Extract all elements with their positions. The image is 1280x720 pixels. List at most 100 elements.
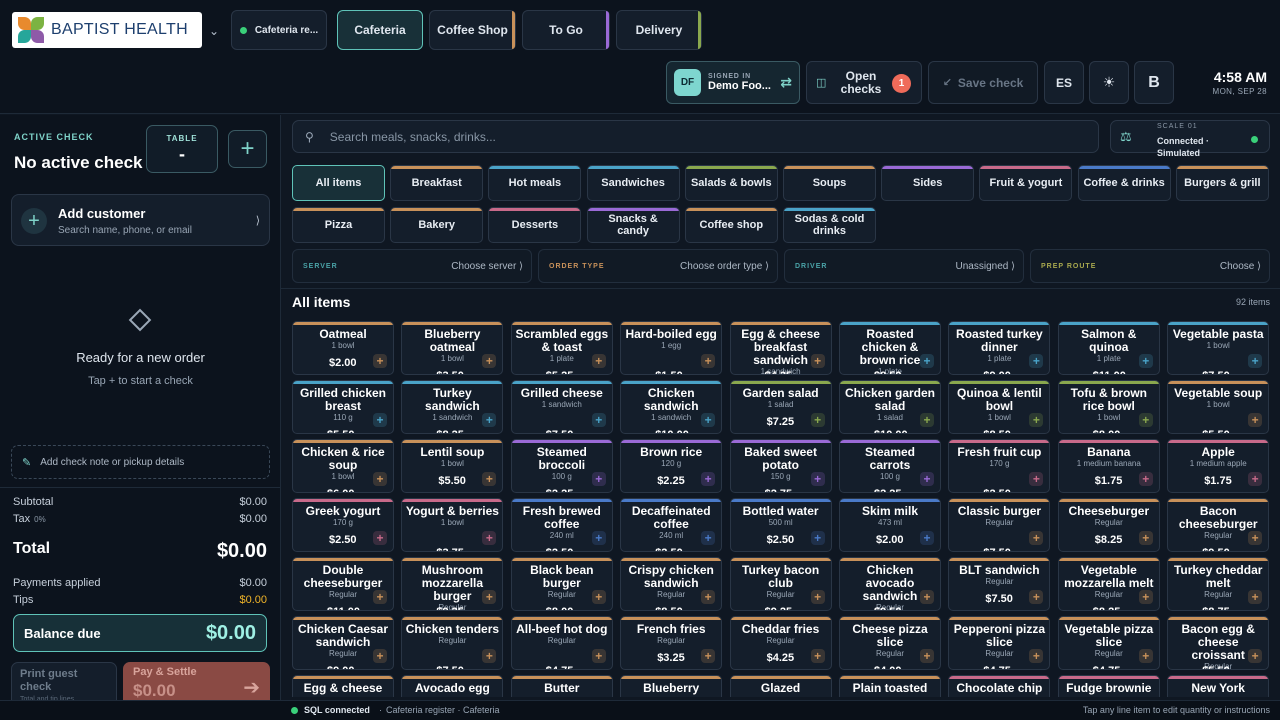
add-item-icon[interactable]: + xyxy=(1248,590,1263,604)
add-item-icon[interactable]: + xyxy=(591,649,606,663)
category-tab[interactable]: Bakery xyxy=(390,207,484,243)
add-item-icon[interactable]: + xyxy=(701,354,716,368)
signed-in-user-button[interactable]: DF SIGNED IN Demo Foo... ⇄ xyxy=(666,61,800,104)
menu-item[interactable]: Brown rice 120 g $2.25 + xyxy=(620,439,723,493)
server-filter[interactable]: SERVER Choose server ⟩ xyxy=(292,249,532,283)
add-item-icon[interactable]: + xyxy=(591,413,606,427)
add-item-icon[interactable]: + xyxy=(373,472,387,486)
prep-route-filter[interactable]: PREP ROUTE Choose ⟩ xyxy=(1030,249,1270,283)
category-tab[interactable]: Burgers & grill xyxy=(1175,165,1269,201)
add-item-icon[interactable]: + xyxy=(482,413,497,427)
category-tab[interactable]: Pizza xyxy=(292,207,385,243)
add-item-icon[interactable]: + xyxy=(1248,354,1263,368)
menu-item[interactable]: Blueberry xyxy=(620,675,723,697)
menu-item[interactable]: Avocado egg xyxy=(401,675,504,697)
category-tab[interactable]: Sides xyxy=(881,165,975,201)
menu-item[interactable]: Cheddar fries Regular $4.25 + xyxy=(729,616,832,670)
tab-delivery[interactable]: Delivery xyxy=(616,10,702,50)
add-item-icon[interactable]: + xyxy=(920,413,934,427)
add-item-icon[interactable]: + xyxy=(810,590,825,604)
add-item-icon[interactable]: + xyxy=(701,649,716,663)
category-tab[interactable]: Hot meals xyxy=(488,165,582,201)
add-item-icon[interactable]: + xyxy=(1248,531,1263,545)
add-item-icon[interactable]: + xyxy=(810,649,825,663)
menu-item[interactable]: BLT sandwich Regular $7.50 + xyxy=(948,557,1051,611)
add-item-icon[interactable]: + xyxy=(1248,413,1263,427)
add-item-icon[interactable]: + xyxy=(482,649,497,663)
menu-item[interactable]: French fries Regular $3.25 + xyxy=(620,616,723,670)
menu-item[interactable]: Egg & cheese xyxy=(292,675,394,697)
add-item-icon[interactable]: + xyxy=(373,590,387,604)
open-checks-button[interactable]: ◫ Open checks 1 xyxy=(806,61,922,104)
category-tab[interactable]: All items xyxy=(292,165,385,201)
category-tab[interactable]: Snacks & candy xyxy=(586,207,680,243)
add-item-icon[interactable]: + xyxy=(1029,472,1044,486)
add-item-icon[interactable]: + xyxy=(373,649,387,663)
menu-item[interactable]: Plain toasted xyxy=(839,675,941,697)
menu-item[interactable]: Butter xyxy=(510,675,613,697)
new-check-button[interactable]: + xyxy=(228,130,267,168)
add-item-icon[interactable]: + xyxy=(701,590,716,604)
add-item-icon[interactable]: + xyxy=(1248,472,1263,486)
category-tab[interactable]: Sodas & cold drinks xyxy=(783,207,876,243)
add-item-icon[interactable]: + xyxy=(810,413,825,427)
add-item-icon[interactable]: + xyxy=(701,413,716,427)
add-customer-button[interactable]: + Add customer Search name, phone, or em… xyxy=(11,194,270,246)
search-input[interactable] xyxy=(329,129,1030,144)
check-note-field[interactable]: ✎ Add check note or pickup details xyxy=(11,445,270,479)
menu-item[interactable]: Chocolate chip xyxy=(948,675,1051,697)
add-item-icon[interactable]: + xyxy=(1138,472,1153,486)
brand-logo[interactable]: BAPTIST HEALTH xyxy=(12,12,202,48)
add-item-icon[interactable]: + xyxy=(1029,413,1044,427)
add-item-icon[interactable]: + xyxy=(1029,531,1044,545)
add-item-icon[interactable]: + xyxy=(920,531,934,545)
menu-item[interactable]: Egg & cheese breakfast sandwich 1 sandwic… xyxy=(729,321,832,375)
category-tab[interactable]: Fruit & yogurt xyxy=(979,165,1073,201)
add-item-icon[interactable]: + xyxy=(1138,531,1153,545)
add-item-icon[interactable]: + xyxy=(591,590,606,604)
add-item-icon[interactable]: + xyxy=(920,649,934,663)
add-item-icon[interactable]: + xyxy=(482,472,497,486)
add-item-icon[interactable]: + xyxy=(920,590,934,604)
category-tab[interactable]: Breakfast xyxy=(390,165,484,201)
menu-item[interactable]: Fudge brownie xyxy=(1057,675,1160,697)
add-item-icon[interactable]: + xyxy=(373,531,387,545)
category-tab[interactable]: Soups xyxy=(783,165,876,201)
table-selector[interactable]: TABLE - xyxy=(146,125,218,173)
add-item-icon[interactable]: + xyxy=(701,531,716,545)
add-item-icon[interactable]: + xyxy=(373,413,387,427)
add-item-icon[interactable]: + xyxy=(701,472,716,486)
add-item-icon[interactable]: + xyxy=(920,354,934,368)
bold-text-button[interactable]: B xyxy=(1134,61,1174,104)
category-tab[interactable]: Coffee shop xyxy=(684,207,778,243)
tab-cafeteria-register[interactable]: Cafeteria re... xyxy=(231,10,327,50)
